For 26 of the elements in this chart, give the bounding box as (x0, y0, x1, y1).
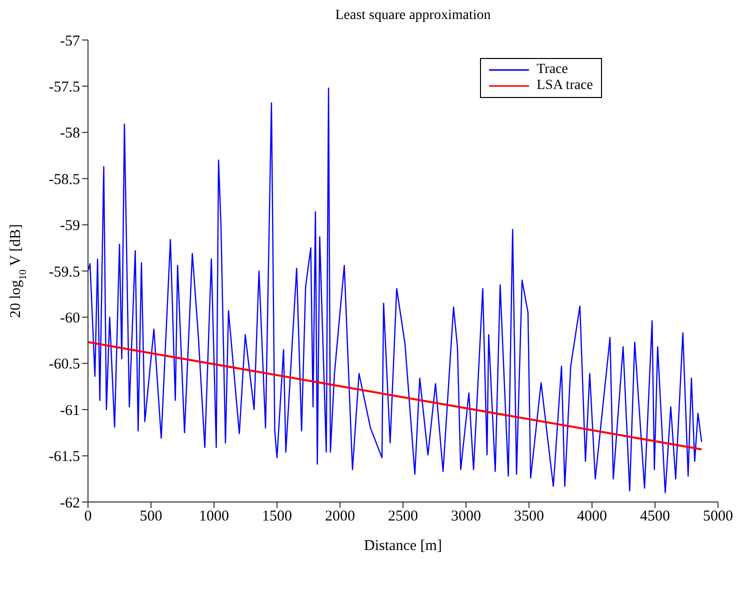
x-tick-label: 0 (84, 508, 92, 525)
y-tick-label: -62 (60, 495, 80, 512)
x-tick-label: 3000 (451, 508, 481, 525)
x-axis-title: Distance [m] (364, 538, 442, 554)
x-tick-label: 1000 (199, 508, 229, 525)
legend-label: Trace (536, 62, 568, 78)
y-tick-label: -61 (60, 402, 80, 419)
y-tick-label: -60 (60, 310, 80, 327)
x-tick-label: 4000 (577, 508, 607, 525)
y-tick-label: -60.5 (48, 356, 80, 373)
x-tick-label: 5000 (703, 508, 733, 525)
x-tick-label: 500 (140, 508, 162, 525)
chart-title: Least square approximation (334, 8, 492, 24)
y-tick-label: -59.5 (48, 264, 80, 280)
y-tick-label: -61.5 (48, 449, 80, 466)
x-tick-label: 4500 (640, 508, 670, 525)
x-tick-label: 2500 (388, 508, 418, 525)
x-tick-label: 1500 (262, 508, 292, 525)
y-tick-label: -57 (60, 33, 80, 50)
y-tick-label: -58.5 (48, 172, 80, 188)
y-tick-label: -57.5 (48, 80, 80, 96)
x-tick-label: 3500 (514, 508, 544, 525)
legend-label: LSA trace (536, 78, 593, 94)
y-tick-label: -59 (60, 218, 80, 234)
y-tick-label: -58 (60, 126, 80, 142)
x-tick-label: 2000 (325, 508, 355, 525)
